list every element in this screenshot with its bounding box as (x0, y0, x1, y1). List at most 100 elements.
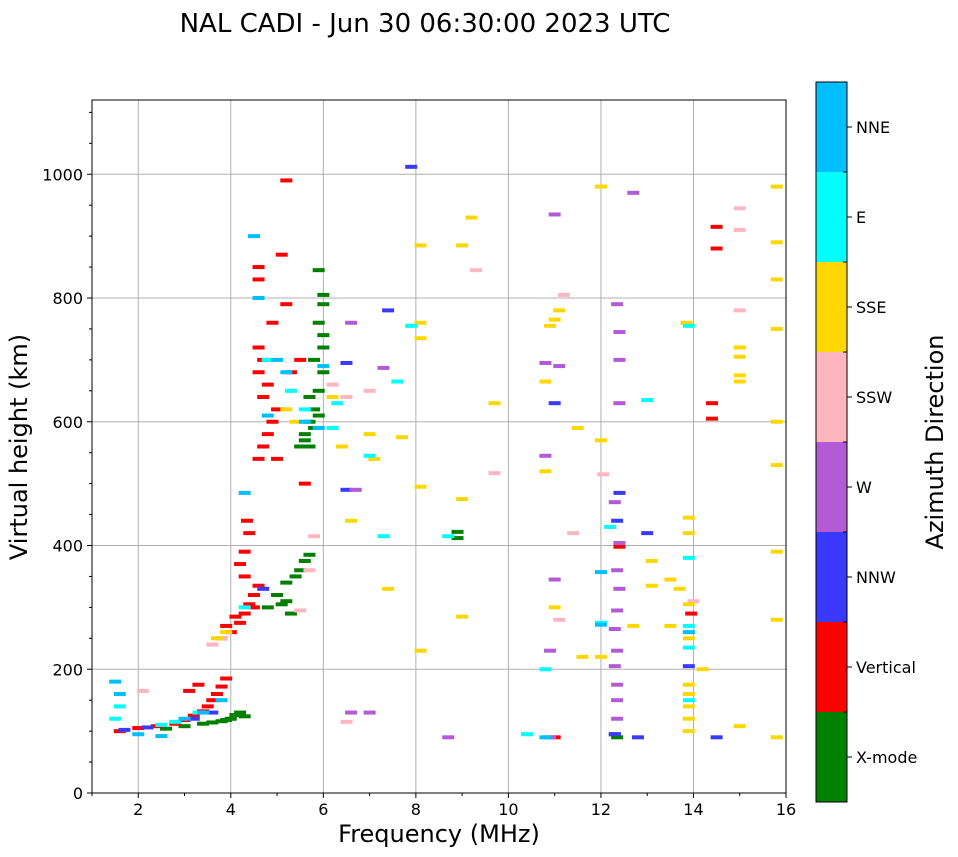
data-point-sse (770, 184, 783, 189)
data-point-e (261, 357, 274, 362)
grid-lines (92, 100, 786, 793)
data-point-sse (682, 531, 695, 536)
data-point-e (641, 398, 654, 403)
data-point-x-mode (317, 345, 330, 350)
data-point-e (682, 323, 695, 328)
data-point-nne (682, 630, 695, 635)
data-point-w (627, 190, 640, 195)
data-point-sse (733, 379, 746, 384)
data-point-sse (770, 735, 783, 740)
colorbar-label-nne: NNE (856, 118, 890, 137)
data-point-vertical (234, 562, 247, 567)
data-point-ssw (733, 308, 746, 313)
data-point-nne (539, 735, 552, 740)
data-point-vertical (294, 357, 307, 362)
chart-title: NAL CADI - Jun 30 06:30:00 2023 UTC (180, 9, 671, 39)
data-point-sse (414, 484, 427, 489)
data-point-nne (298, 419, 311, 424)
colorbar-label-x-mode: X-mode (856, 748, 917, 767)
data-point-sse (280, 407, 293, 412)
data-point-nnw (257, 586, 270, 591)
data-point-e (113, 704, 126, 709)
data-point-x-mode (312, 320, 325, 325)
data-point-sse (488, 401, 501, 406)
colorbar-label-sse: SSE (856, 298, 886, 317)
data-point-sse (395, 435, 408, 440)
data-point-nnw (548, 401, 561, 406)
data-point-vertical (705, 416, 718, 421)
data-point-w (553, 364, 566, 369)
data-point-sse (465, 215, 478, 220)
data-point-ssw (294, 608, 307, 613)
data-point-w (442, 735, 455, 740)
data-point-nne (238, 490, 251, 495)
data-point-w (611, 682, 624, 687)
data-point-sse (673, 586, 686, 591)
data-point-sse (645, 558, 658, 563)
data-point-w (611, 302, 624, 307)
data-point-sse (733, 373, 746, 378)
data-point-sse (770, 617, 783, 622)
data-point-sse (414, 336, 427, 341)
data-point-e (284, 388, 297, 393)
data-point-w (613, 401, 626, 406)
data-point-ssw (363, 388, 376, 393)
data-point-x-mode (298, 438, 311, 443)
data-point-vertical (247, 593, 260, 597)
data-point-sse (682, 716, 695, 721)
data-point-w (608, 627, 621, 632)
data-point-vertical (192, 682, 205, 687)
data-point-x-mode (308, 357, 321, 362)
data-point-sse (770, 463, 783, 468)
data-point-x-mode (303, 395, 316, 399)
series-e (109, 323, 695, 737)
data-point-ssw (308, 534, 321, 539)
data-point-vertical (685, 611, 698, 616)
data-point-nnw (141, 725, 154, 730)
data-point-w (548, 577, 561, 582)
data-point-sse (682, 704, 695, 709)
data-point-sse (414, 320, 427, 325)
data-point-vertical (243, 531, 256, 536)
data-point-nnw (611, 518, 624, 523)
colorbar-label-vertical: Vertical (856, 658, 916, 677)
data-point-nne (271, 357, 284, 362)
data-point-nne (261, 413, 274, 418)
data-point-ssw (567, 531, 580, 536)
data-point-vertical (252, 345, 265, 350)
colorbar: X-mode Vertical NNW W SSW SSE E NNE (815, 81, 917, 803)
data-point-vertical (280, 178, 293, 183)
data-point-sse (210, 636, 223, 641)
data-point-nnw (206, 710, 219, 715)
data-point-e (326, 425, 339, 430)
data-point-e (377, 534, 390, 539)
data-point-w (539, 360, 552, 365)
data-point-e (442, 534, 455, 539)
data-point-sse (682, 682, 695, 687)
data-point-sse (682, 729, 695, 734)
y-axis-label: Virtual height (km) (5, 334, 33, 560)
data-point-nnw (631, 735, 644, 740)
data-point-w (611, 648, 624, 653)
data-point-w (539, 453, 552, 458)
colorbar-segment-e (816, 172, 847, 262)
data-point-x-mode (298, 558, 311, 563)
data-point-sse (733, 724, 746, 729)
data-point-x-mode (298, 432, 311, 437)
data-point-w (544, 648, 557, 653)
data-point-vertical (238, 611, 251, 616)
data-point-e (155, 722, 168, 727)
data-point-sse (770, 240, 783, 245)
colorbar-label-e: E (856, 208, 866, 227)
data-point-vertical (275, 252, 288, 257)
colorbar-label: Azimuth Direction (921, 335, 949, 550)
data-point-ssw (488, 471, 501, 476)
data-point-nnw (382, 308, 395, 313)
data-point-x-mode (275, 602, 288, 607)
data-point-vertical (229, 614, 242, 619)
series-nne (109, 234, 695, 740)
data-point-ssw (597, 472, 610, 477)
data-point-ssw (326, 382, 339, 387)
data-point-vertical (252, 370, 265, 375)
data-point-e (682, 698, 695, 703)
